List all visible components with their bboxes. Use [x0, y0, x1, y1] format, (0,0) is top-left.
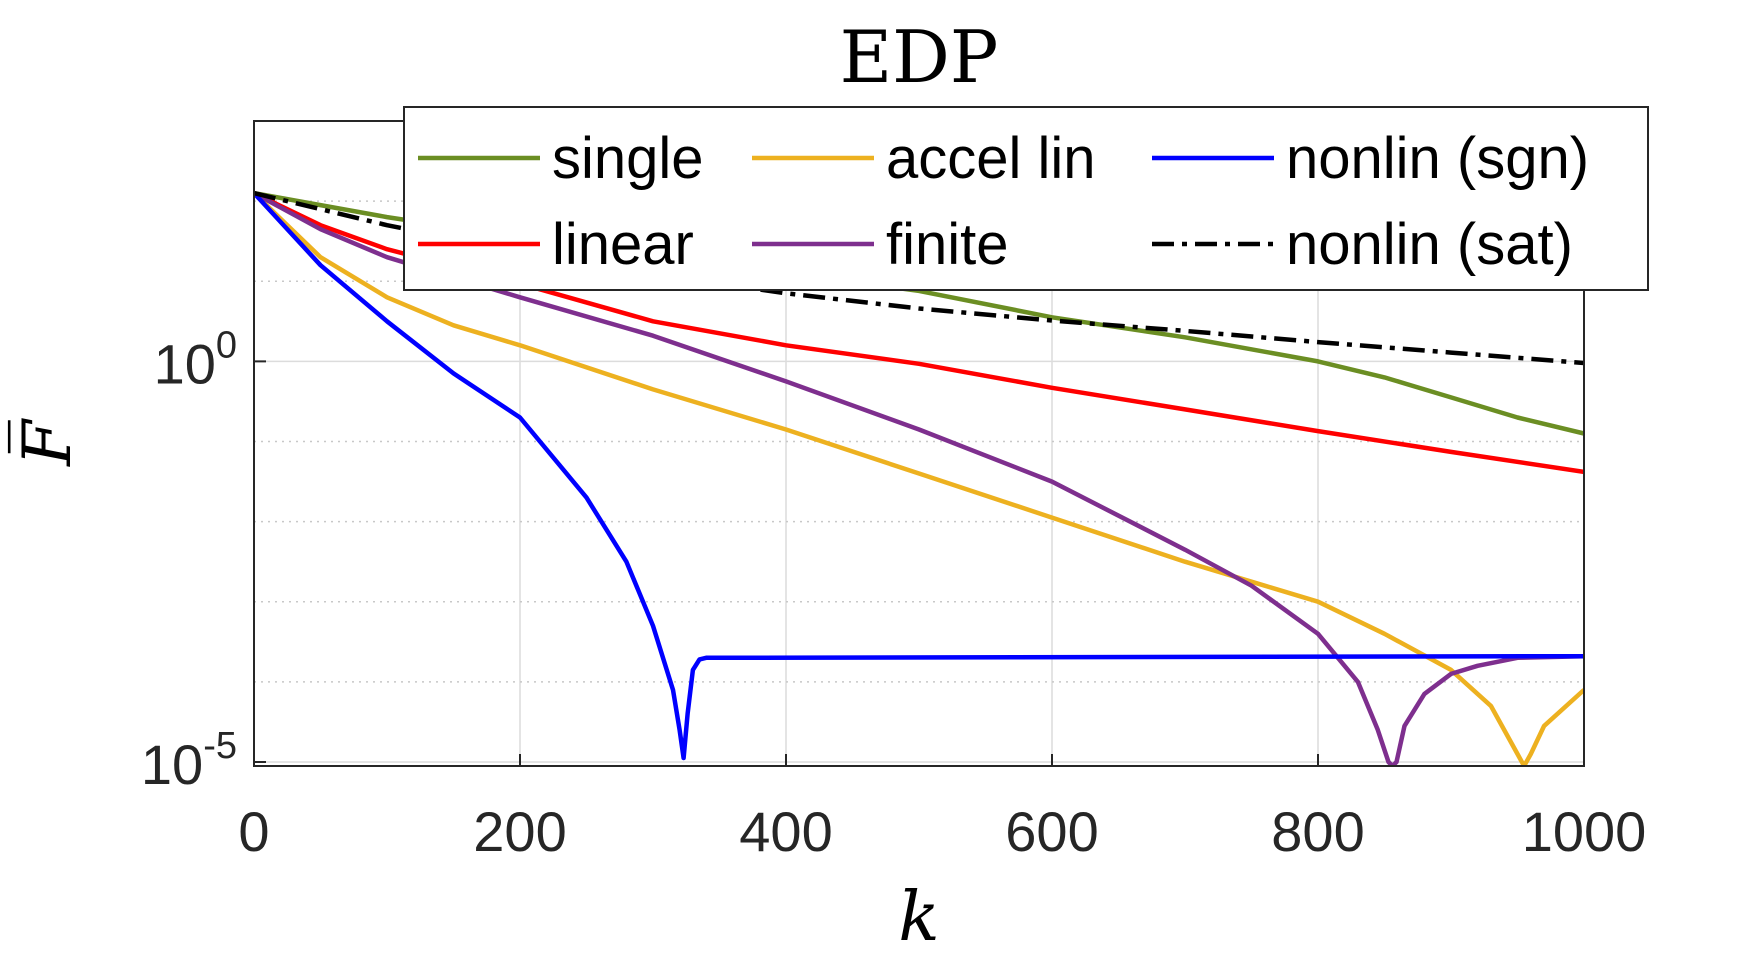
y-tick-base: 10 [154, 332, 216, 395]
x-tick-label: 400 [739, 800, 832, 863]
x-axis-label: k [898, 878, 939, 957]
legend-label: linear [552, 212, 694, 277]
series-line-nonlin-sgn [254, 191, 1584, 761]
legend: single linear accel lin finite nonlin (sgn) n… [403, 106, 1649, 291]
y-tick-exponent: 0 [216, 324, 237, 366]
x-tick-label: 600 [1005, 800, 1098, 863]
x-tick-label: 1000 [1522, 800, 1647, 863]
x-tick-label: 200 [473, 800, 566, 863]
series-line-linear [254, 191, 1584, 475]
x-tick-label: 800 [1271, 800, 1364, 863]
y-axis-label: F̅ [8, 418, 86, 467]
legend-label: single [552, 126, 704, 191]
x-tick-label: 0 [238, 800, 269, 863]
legend-label: finite [886, 212, 1009, 277]
legend-label: nonlin (sat) [1286, 212, 1573, 277]
y-tick-label: 10-5 [141, 725, 237, 796]
y-tick-label: 100 [154, 324, 237, 395]
legend-label: nonlin (sgn) [1286, 126, 1589, 191]
y-tick-exponent: -5 [203, 725, 237, 767]
legend-box [403, 106, 1649, 291]
chart-title: EDP [840, 15, 999, 99]
legend-label: accel lin [886, 126, 1096, 191]
y-tick-base: 10 [141, 733, 203, 796]
